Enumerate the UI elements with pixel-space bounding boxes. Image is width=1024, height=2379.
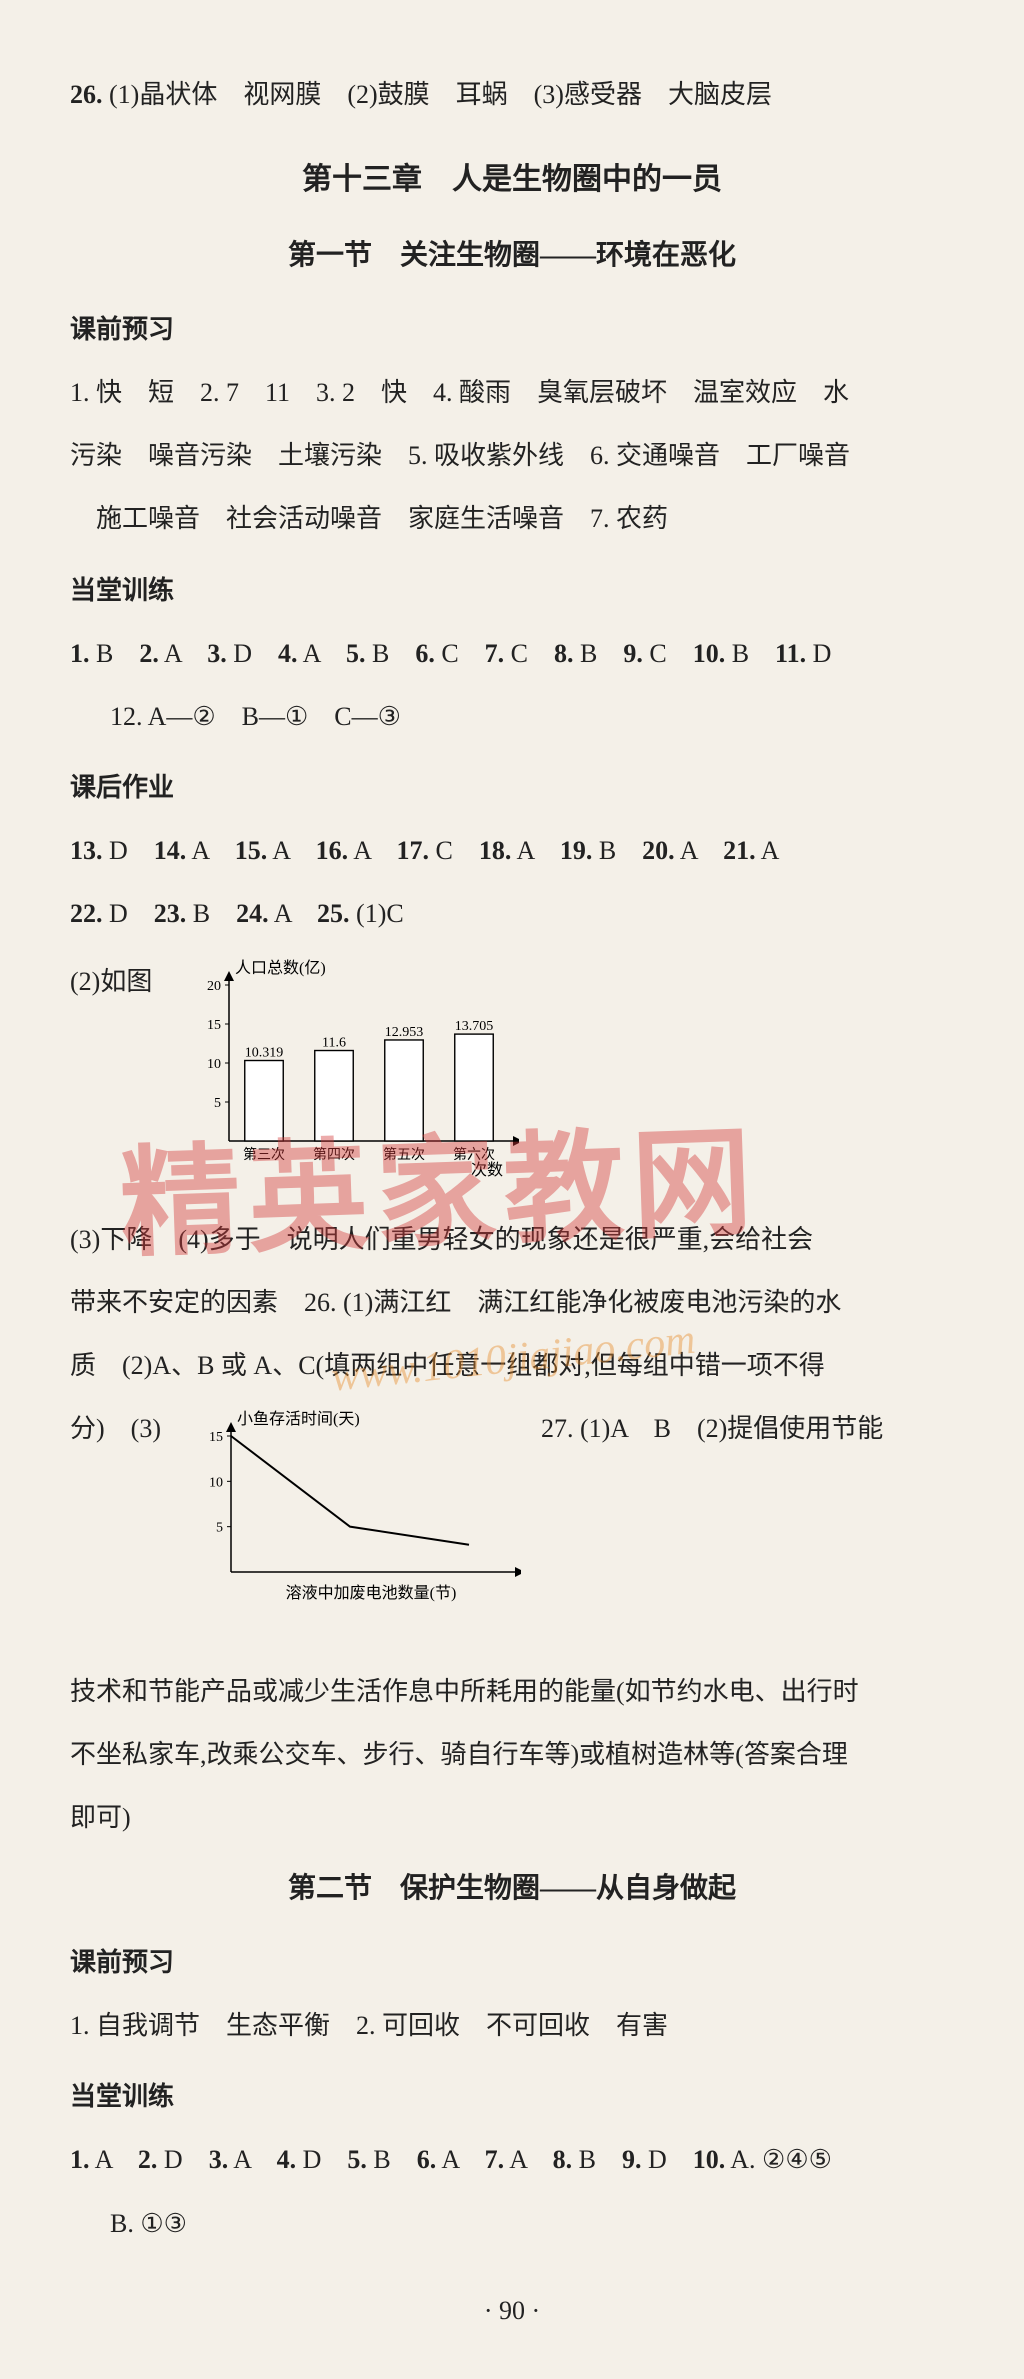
- figure-row: 分) (3) 5 10 15 小鱼存活时间(天) 溶液中加废电池数量(节) 27. (1…: [70, 1400, 954, 1656]
- svg-text:10.319: 10.319: [245, 1045, 284, 1060]
- answer-line: 1. 自我调节 生态平衡 2. 可回收 不可回收 有害: [70, 1997, 954, 2054]
- svg-text:溶液中加废电池数量(节): 溶液中加废电池数量(节): [286, 1584, 457, 1602]
- mc-row: 22. D 23. B 24. A 25. (1)C: [70, 885, 954, 942]
- line-chart-svg: 5 10 15 小鱼存活时间(天) 溶液中加废电池数量(节): [181, 1408, 521, 1628]
- svg-text:第三次: 第三次: [243, 1146, 285, 1163]
- svg-text:13.705: 13.705: [455, 1019, 494, 1034]
- mc-item: 4. D: [277, 2145, 348, 2174]
- svg-text:12.953: 12.953: [385, 1025, 424, 1040]
- mc-item: 2. D: [138, 2145, 209, 2174]
- mc-item: 5. B: [346, 639, 415, 668]
- page-number: · 90 ·: [70, 2282, 954, 2339]
- answer-line: 1. 快 短 2. 7 11 3. 2 快 4. 酸雨 臭氧层破坏 温室效应 水: [70, 364, 954, 421]
- mc-item: 24. A: [236, 899, 317, 928]
- bar-chart: 5 10 15 20 人口总数(亿) 10.319 第三次 11.6 第四次 12.953 第五次 1…: [179, 957, 519, 1197]
- svg-text:11.6: 11.6: [322, 1035, 346, 1050]
- section1-title: 第一节 关注生物圈——环境在恶化: [70, 225, 954, 287]
- mc-item: 1. A: [70, 2145, 138, 2174]
- answer-line: 26. (1)晶状体 视网膜 (2)鼓膜 耳蜗 (3)感受器 大脑皮层: [70, 66, 954, 123]
- mc-item: 8. B: [554, 639, 623, 668]
- mc-item: 3. A: [209, 2145, 277, 2174]
- mc-item: 8. B: [553, 2145, 622, 2174]
- page: 精英家教网 www.1010jiajiao.com 26. (1)晶状体 视网膜…: [0, 0, 1024, 2379]
- mc-item: 21. A: [723, 836, 804, 865]
- svg-text:第五次: 第五次: [383, 1146, 425, 1163]
- mc-item: 10. B: [693, 639, 775, 668]
- svg-text:15: 15: [209, 1430, 223, 1445]
- answer-line: 技术和节能产品或减少生活作息中所耗用的能量(如节约水电、出行时: [70, 1663, 954, 1720]
- mc-row: 1. B 2. A 3. D 4. A 5. B 6. C 7. C 8. B …: [70, 625, 954, 682]
- answer-line: 带来不安定的因素 26. (1)满江红 满江红能净化被废电池污染的水: [70, 1274, 954, 1331]
- mc-item: 11. D: [775, 639, 857, 668]
- svg-text:20: 20: [207, 979, 221, 994]
- section2-title: 第二节 保护生物圈——从自身做起: [70, 1858, 954, 1920]
- mc-row: 1. A 2. D 3. A 4. D 5. B 6. A 7. A 8. B …: [70, 2131, 954, 2188]
- mc-row: 13. D 14. A 15. A 16. A 17. C 18. A 19. …: [70, 822, 954, 879]
- svg-text:人口总数(亿): 人口总数(亿): [235, 959, 326, 977]
- mc-item: 6. C: [415, 639, 484, 668]
- mc-item: 20. A: [642, 836, 723, 865]
- bar-chart-svg: 5 10 15 20 人口总数(亿) 10.319 第三次 11.6 第四次 12.953 第五次 1…: [179, 957, 519, 1177]
- mc-item: 6. A: [417, 2145, 485, 2174]
- answer-line: (3)下降 (4)多于 说明人们重男轻女的现象还是很严重,会给社会: [70, 1211, 954, 1268]
- svg-text:15: 15: [207, 1018, 221, 1033]
- mc-item: 25. (1)C: [317, 899, 430, 928]
- mc-item: 17. C: [397, 836, 479, 865]
- text-right: 27. (1)A B (2)提倡使用节能: [521, 1400, 954, 1457]
- svg-text:小鱼存活时间(天): 小鱼存活时间(天): [237, 1410, 360, 1428]
- answer-line: 不坐私家车,改乘公交车、步行、骑自行车等)或植树造林等(答案合理: [70, 1726, 954, 1783]
- mc-item: 23. B: [154, 899, 236, 928]
- mc-item: 9. C: [623, 639, 692, 668]
- mc-item: 7. C: [485, 639, 554, 668]
- mc-row: 12. A—② B—① C—③: [70, 688, 954, 745]
- chapter-title: 第十三章 人是生物圈中的一员: [70, 147, 954, 213]
- svg-text:5: 5: [214, 1096, 221, 1111]
- answer-line: 污染 噪音污染 土壤污染 5. 吸收紫外线 6. 交通噪音 工厂噪音: [70, 427, 954, 484]
- svg-text:5: 5: [216, 1521, 223, 1536]
- svg-text:10: 10: [209, 1476, 223, 1491]
- mc-item: 7. A: [485, 2145, 553, 2174]
- inclass-label: 当堂训练: [70, 2068, 954, 2125]
- svg-text:10: 10: [207, 1057, 221, 1072]
- inclass-label: 当堂训练: [70, 562, 954, 619]
- mc-item: 10. A. ②④⑤: [693, 2145, 858, 2174]
- mc-item: 16. A: [316, 836, 397, 865]
- answer-line: 即可): [70, 1789, 954, 1846]
- mc-row: B. ①③: [70, 2195, 954, 2252]
- paragraph: 技术和节能产品或减少生活作息中所耗用的能量(如节约水电、出行时不坐私家车,改乘公…: [70, 1663, 954, 1847]
- mc-item: 19. B: [560, 836, 642, 865]
- svg-text:第六次: 第六次: [453, 1146, 495, 1163]
- line-chart: 5 10 15 小鱼存活时间(天) 溶液中加废电池数量(节): [181, 1408, 521, 1648]
- preview-s1-block: 1. 快 短 2. 7 11 3. 2 快 4. 酸雨 臭氧层破坏 温室效应 水…: [70, 364, 954, 548]
- answer-line: 质 (2)A、B 或 A、C(填两组中任意一组都对,但每组中错一项不得: [70, 1337, 954, 1394]
- answer-text: (1)晶状体 视网膜 (2)鼓膜 耳蜗 (3)感受器 大脑皮层: [109, 80, 772, 109]
- answer-line: 施工噪音 社会活动噪音 家庭生活噪音 7. 农药: [70, 490, 954, 547]
- homework-label: 课后作业: [70, 759, 954, 816]
- svg-text:第四次: 第四次: [313, 1146, 355, 1163]
- mc-item: 3. D: [207, 639, 278, 668]
- mc-item: 13. D: [70, 836, 154, 865]
- mc-item: 5. B: [347, 2145, 416, 2174]
- question-number: 26.: [70, 80, 103, 109]
- preview-label: 课前预习: [70, 1934, 954, 1991]
- mc-item: 4. A: [278, 639, 346, 668]
- preview-label: 课前预习: [70, 301, 954, 358]
- mc-item: 18. A: [479, 836, 560, 865]
- mc-item: 22. D: [70, 899, 154, 928]
- svg-text:次数: 次数: [471, 1161, 503, 1177]
- text-left: 分) (3): [70, 1400, 161, 1457]
- mc-item: 14. A: [154, 836, 235, 865]
- mc-item: 9. D: [622, 2145, 693, 2174]
- figure-row: (2)如图 5 10 15 20 人口总数(亿) 10.319 第三次 11.6 第四次 12.9…: [70, 949, 954, 1205]
- figure-leadin: (2)如图: [70, 949, 152, 1010]
- mc-item: 2. A: [139, 639, 207, 668]
- mc-item: 15. A: [235, 836, 316, 865]
- paragraph: (3)下降 (4)多于 说明人们重男轻女的现象还是很严重,会给社会带来不安定的因…: [70, 1211, 954, 1395]
- mc-item: 1. B: [70, 639, 139, 668]
